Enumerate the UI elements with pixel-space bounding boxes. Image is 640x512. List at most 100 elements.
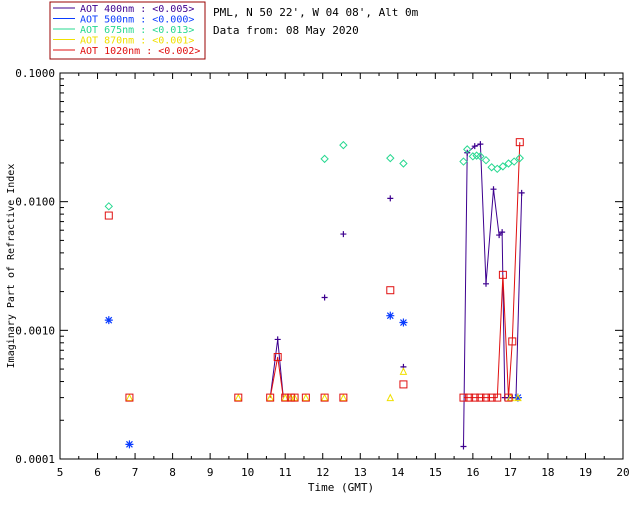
diamond-marker bbox=[468, 152, 478, 161]
diamond-marker bbox=[476, 152, 485, 161]
diamond-marker bbox=[463, 145, 472, 154]
square-marker bbox=[504, 393, 513, 402]
asterisk-marker bbox=[125, 440, 134, 449]
plus-marker bbox=[321, 294, 328, 301]
triangle-marker bbox=[266, 393, 274, 402]
square-marker bbox=[459, 393, 468, 402]
series-line bbox=[269, 356, 284, 398]
legend: AOT 400nm : <0.005>AOT 500nm : <0.000>AO… bbox=[53, 4, 200, 57]
diamond-marker bbox=[320, 154, 329, 164]
diamond-marker bbox=[339, 140, 348, 150]
plus-marker bbox=[387, 195, 394, 202]
diamond-marker bbox=[515, 153, 524, 163]
x-tick-label: 18 bbox=[541, 466, 554, 479]
asterisk-marker bbox=[104, 316, 113, 325]
square-marker bbox=[273, 353, 282, 362]
square-marker bbox=[234, 393, 243, 402]
legend-entry: AOT 1020nm : <0.002> bbox=[80, 46, 200, 57]
square-marker bbox=[493, 393, 502, 402]
square-marker bbox=[482, 393, 491, 402]
square-marker bbox=[339, 393, 348, 402]
triangle-marker bbox=[339, 393, 348, 402]
x-tick-label: 16 bbox=[466, 466, 479, 479]
square-marker bbox=[266, 393, 275, 402]
square-marker bbox=[290, 393, 299, 402]
site-location-label: PML, N 50 22', W 04 08', Alt 0m bbox=[213, 6, 419, 19]
x-tick-label: 17 bbox=[504, 466, 517, 479]
plus-marker bbox=[483, 280, 490, 287]
plus-marker bbox=[496, 232, 503, 239]
square-marker bbox=[301, 393, 310, 402]
square-marker bbox=[508, 337, 517, 346]
square-marker bbox=[386, 286, 395, 295]
data-date-label: Data from: 08 May 2020 bbox=[213, 24, 359, 37]
diamond-marker bbox=[386, 153, 395, 163]
square-marker bbox=[281, 393, 290, 402]
y-tick-label: 0.0001 bbox=[15, 453, 55, 466]
x-tick-label: 7 bbox=[132, 466, 139, 479]
square-marker bbox=[125, 393, 134, 402]
diamond-marker bbox=[104, 202, 114, 211]
plus-marker bbox=[274, 336, 281, 343]
x-tick-label: 10 bbox=[241, 466, 254, 479]
legend-box bbox=[49, 1, 206, 60]
x-tick-label: 11 bbox=[279, 466, 292, 479]
y-tick-label: 0.0100 bbox=[15, 196, 55, 209]
asterisk-marker bbox=[386, 311, 395, 320]
triangle-marker bbox=[125, 393, 134, 402]
plus-marker bbox=[518, 189, 525, 196]
legend-entry: AOT 870nm : <0.001> bbox=[80, 36, 194, 47]
x-tick-label: 8 bbox=[169, 466, 176, 479]
plus-marker bbox=[477, 141, 484, 148]
x-tick-label: 14 bbox=[391, 466, 405, 479]
plus-marker bbox=[340, 231, 347, 238]
x-tick-label: 9 bbox=[207, 466, 214, 479]
triangle-marker bbox=[302, 393, 310, 402]
square-marker bbox=[104, 211, 113, 220]
plus-marker bbox=[471, 143, 478, 150]
legend-entry: AOT 400nm : <0.005> bbox=[80, 4, 194, 15]
plus-marker bbox=[499, 229, 506, 236]
x-tick-label: 5 bbox=[57, 466, 64, 479]
x-axis-label: Time (GMT) bbox=[308, 481, 374, 494]
asterisk-marker bbox=[399, 318, 408, 327]
triangle-marker bbox=[281, 393, 290, 402]
plus-marker bbox=[490, 186, 497, 193]
legend-entry: AOT 500nm : <0.000> bbox=[80, 15, 194, 26]
diamond-marker bbox=[493, 164, 502, 174]
triangle-marker bbox=[320, 393, 329, 402]
square-marker bbox=[470, 393, 479, 402]
square-marker bbox=[476, 393, 485, 402]
diamond-marker bbox=[509, 157, 519, 166]
axes: 5 6 7 8 9 10 11 12 13 14 15 16 17 18 19 20 0.0001 0.0010 0… bbox=[15, 67, 629, 479]
triangle-marker bbox=[386, 393, 395, 402]
triangle-marker bbox=[399, 367, 408, 375]
square-marker bbox=[498, 270, 507, 279]
square-marker bbox=[320, 393, 329, 402]
square-marker bbox=[399, 380, 408, 389]
x-tick-label: 6 bbox=[94, 466, 101, 479]
diamond-marker bbox=[498, 162, 508, 171]
y-tick-label: 0.1000 bbox=[15, 67, 55, 80]
square-marker bbox=[515, 138, 524, 147]
legend-entry: AOT 675nm : <0.013> bbox=[80, 25, 194, 36]
x-tick-label: 12 bbox=[316, 466, 329, 479]
y-tick-label: 0.0010 bbox=[15, 324, 55, 337]
square-marker bbox=[465, 393, 474, 402]
x-tick-label: 20 bbox=[616, 466, 629, 479]
x-tick-label: 19 bbox=[579, 466, 592, 479]
series-line bbox=[463, 142, 521, 399]
triangle-marker bbox=[234, 393, 243, 402]
x-tick-label: 13 bbox=[354, 466, 367, 479]
asterisk-marker bbox=[513, 393, 522, 402]
plus-marker bbox=[460, 443, 467, 450]
diamond-marker bbox=[487, 163, 496, 172]
diamond-marker bbox=[481, 156, 491, 165]
y-axis-label: Imaginary Part of Refractive Index bbox=[6, 164, 17, 369]
diamond-marker bbox=[459, 157, 468, 166]
series-markers bbox=[104, 138, 525, 450]
diamond-marker bbox=[399, 159, 408, 168]
x-tick-label: 15 bbox=[429, 466, 442, 479]
square-marker bbox=[487, 393, 496, 402]
